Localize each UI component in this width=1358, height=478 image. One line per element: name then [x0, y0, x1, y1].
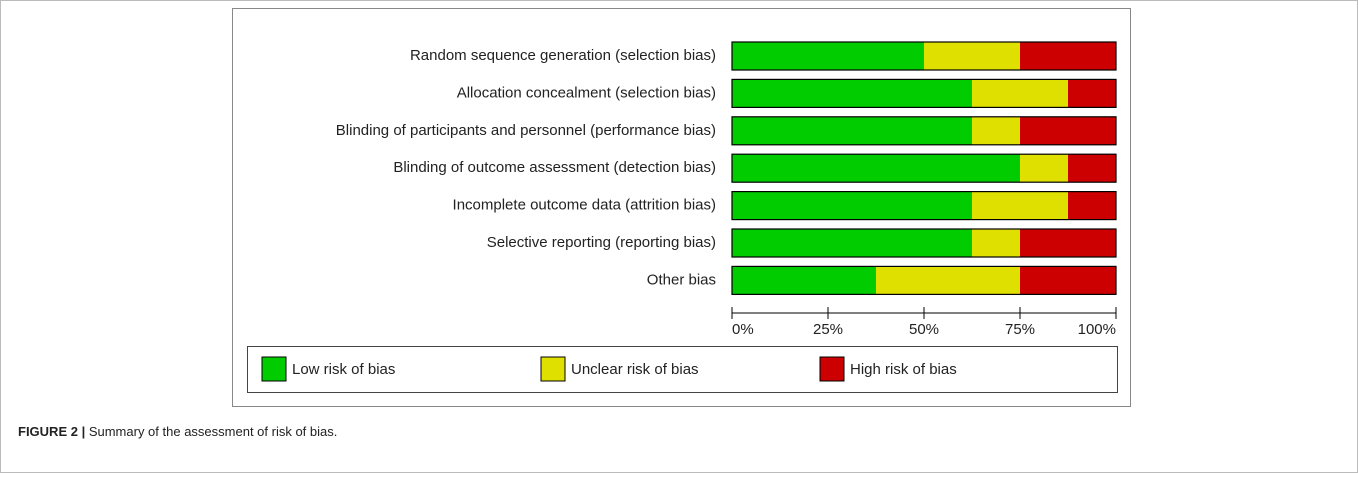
- bar-segment: [1068, 154, 1116, 183]
- bar-segment: [1020, 42, 1116, 70]
- x-tick-label: 50%: [909, 321, 939, 338]
- bar-segment: [1068, 79, 1116, 108]
- bar-segment: [972, 79, 1068, 108]
- x-tick-label: 25%: [813, 321, 843, 338]
- bar-segment: [972, 116, 1020, 145]
- bar-outline: [731, 116, 1117, 146]
- bar-segment: [1020, 229, 1116, 257]
- category-label: Blinding of outcome assessment (detectio…: [393, 159, 716, 176]
- x-tick-label: 0%: [732, 321, 754, 338]
- bar-segment: [876, 266, 1020, 295]
- category-label: Allocation concealment (selection bias): [457, 84, 716, 101]
- legend-swatch: [819, 356, 845, 382]
- bar-segment: [732, 154, 1020, 183]
- caption-label: FIGURE 2 |: [18, 424, 85, 439]
- bar-segment: [732, 79, 972, 108]
- bar-outline: [731, 228, 1117, 258]
- x-tick-label: 75%: [1005, 321, 1035, 338]
- bar-segment: [1020, 154, 1068, 183]
- bar-segment: [972, 229, 1020, 257]
- legend-label: Unclear risk of bias: [571, 361, 699, 378]
- bar-segment: [924, 42, 1020, 70]
- bar-segment: [1068, 191, 1116, 220]
- bar-segment: [732, 266, 876, 295]
- legend-box: [247, 346, 1118, 393]
- caption-text: Summary of the assessment of risk of bia…: [89, 424, 338, 439]
- category-label: Selective reporting (reporting bias): [487, 234, 716, 251]
- bar-outline: [731, 265, 1117, 295]
- bar-outline: [731, 41, 1117, 71]
- category-label: Random sequence generation (selection bi…: [410, 47, 716, 64]
- caption: FIGURE 2 | Summary of the assessment of …: [18, 424, 337, 439]
- bar-segment: [732, 116, 972, 145]
- bar-segment: [732, 191, 972, 220]
- category-label: Blinding of participants and personnel (…: [336, 122, 716, 139]
- x-tick-label: 100%: [1078, 321, 1116, 338]
- bar-outline: [731, 78, 1117, 109]
- category-label: Other bias: [647, 271, 716, 288]
- bar-outline: [731, 153, 1117, 183]
- bar-outline: [731, 191, 1117, 221]
- bar-segment: [1020, 116, 1116, 145]
- legend-label: High risk of bias: [850, 361, 957, 378]
- bar-segment: [1020, 266, 1116, 295]
- legend-label: Low risk of bias: [292, 361, 395, 378]
- category-label: Incomplete outcome data (attrition bias): [453, 197, 716, 214]
- bar-segment: [732, 229, 972, 257]
- legend-swatch: [261, 356, 287, 382]
- bar-segment: [732, 42, 924, 70]
- bar-segment: [972, 191, 1068, 220]
- legend-swatch: [540, 356, 566, 382]
